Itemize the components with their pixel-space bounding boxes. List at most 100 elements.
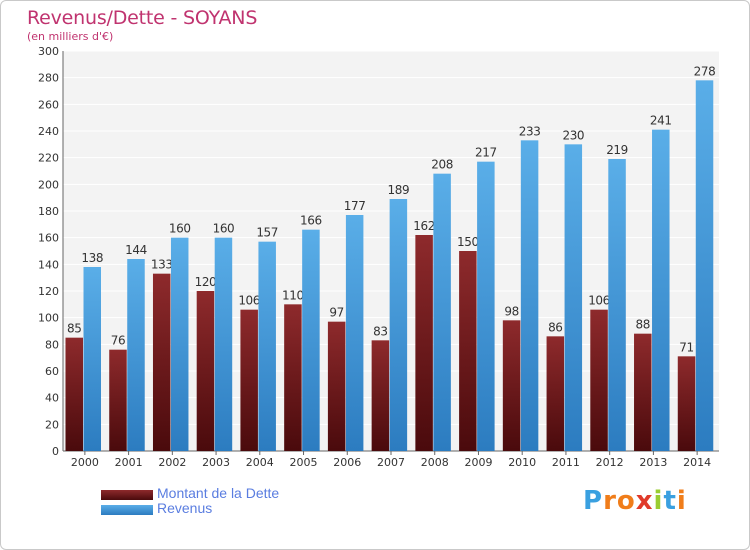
bar-revenus [83,267,101,451]
logo-letter: i [653,486,664,516]
y-tick-label: 80 [45,338,59,351]
bar-dette [371,340,390,451]
x-tick-label: 2002 [158,456,186,469]
data-label-dette: 86 [548,320,562,334]
bar-dette [240,309,258,451]
x-tick-label: 2011 [552,456,580,469]
data-label-revenus: 189 [388,183,410,197]
data-label-dette: 106 [588,294,610,308]
y-tick-label: 300 [38,45,59,58]
bar-revenus [477,161,495,451]
legend-swatch-revenus [101,505,153,515]
y-tick-label: 140 [38,258,59,271]
x-tick-label: 2007 [377,456,405,469]
bar-revenus [564,144,583,452]
data-label-revenus: 177 [344,199,366,213]
y-tick-label: 120 [38,285,59,298]
data-label-revenus: 138 [81,251,103,265]
x-tick-label: 2001 [115,456,143,469]
bar-revenus [345,215,364,451]
data-label-revenus: 230 [562,128,584,142]
y-tick-label: 240 [38,125,59,138]
y-tick-label: 40 [45,392,59,405]
data-label-revenus: 166 [300,214,322,228]
bar-revenus [608,159,626,451]
data-label-revenus: 160 [169,222,191,236]
data-label-revenus: 208 [431,158,453,172]
data-label-dette: 98 [504,304,518,318]
data-label-revenus: 278 [694,64,716,78]
data-label-dette: 120 [195,275,217,289]
bar-revenus [389,199,408,451]
data-label-dette: 162 [413,219,435,233]
data-label-dette: 133 [151,258,173,272]
bar-dette [502,320,521,451]
bar-dette [152,273,171,451]
legend-label-revenus: Revenus [157,500,213,516]
bar-dette [284,304,302,451]
logo-letter: t [663,486,677,516]
data-label-dette: 97 [329,306,343,320]
data-label-dette: 88 [636,318,650,332]
x-tick-label: 2004 [246,456,274,469]
data-label-revenus: 219 [606,143,628,157]
y-tick-label: 60 [45,365,59,378]
bar-dette [65,337,83,451]
logo-letter: x [635,486,654,516]
logo-letter: i [676,486,687,516]
bar-revenus [258,241,276,451]
x-tick-label: 2005 [290,456,318,469]
bar-revenus [302,229,320,451]
bar-revenus [170,237,189,451]
x-tick-label: 2010 [508,456,536,469]
data-label-revenus: 144 [125,243,147,257]
x-tick-label: 2000 [71,456,99,469]
bar-dette [327,321,346,451]
bar-revenus [695,80,714,451]
data-label-revenus: 160 [213,222,235,236]
data-label-dette: 85 [67,322,81,336]
bar-revenus [214,237,233,451]
data-label-dette: 110 [282,288,304,302]
y-tick-label: 280 [38,72,59,85]
logo-letter: o [616,486,636,516]
y-tick-label: 100 [38,312,59,325]
y-tick-label: 260 [38,98,59,111]
bar-dette [109,349,127,451]
x-tick-label: 2008 [421,456,449,469]
data-label-revenus: 233 [519,124,541,138]
bar-dette [415,235,433,451]
data-label-dette: 76 [111,334,125,348]
y-tick-label: 20 [45,418,59,431]
bar-revenus [652,129,670,451]
x-tick-label: 2013 [639,456,667,469]
bar-revenus [520,140,539,452]
bar-dette [590,309,608,451]
x-tick-label: 2009 [464,456,492,469]
legend-label-dette: Montant de la Dette [157,485,280,501]
proxiti-logo[interactable]: Proxiti [583,486,687,516]
bar-dette [196,291,215,451]
data-label-dette: 150 [457,235,479,249]
data-label-dette: 106 [238,294,260,308]
x-tick-label: 2012 [596,456,624,469]
bar-revenus [433,173,451,451]
data-label-dette: 83 [373,324,387,338]
logo-letter: P [583,486,604,516]
legend-swatch-dette [101,490,153,500]
bar-dette [546,336,565,451]
data-label-revenus: 157 [256,226,278,240]
y-tick-label: 160 [38,232,59,245]
y-tick-label: 180 [38,205,59,218]
y-tick-label: 0 [52,445,59,458]
logo-letter: r [603,486,617,516]
x-tick-label: 2003 [202,456,230,469]
bar-dette [677,356,696,451]
x-tick-label: 2006 [333,456,361,469]
y-tick-label: 200 [38,178,59,191]
bar-revenus [127,259,145,451]
y-tick-label: 220 [38,152,59,165]
bar-dette [634,333,652,451]
